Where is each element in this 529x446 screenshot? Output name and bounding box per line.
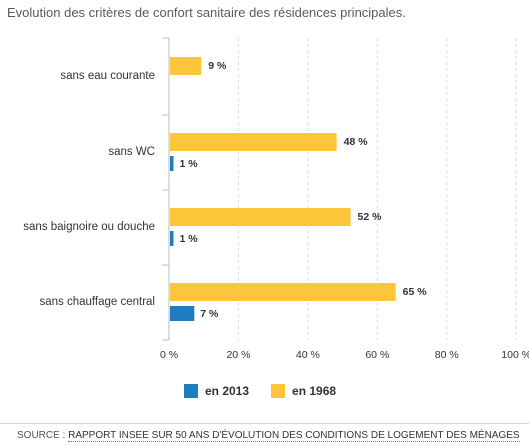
category-label-sans-eau-courante: sans eau courante [60,70,155,82]
bar-2013-sans-baignoire-ou-douche [170,231,174,246]
legend: en 2013 en 1968 [184,384,358,398]
value-label-1968-sans-baignoire-ou-douche: 52 % [358,211,383,223]
x-tick-label-2: 40 % [296,349,320,361]
category-label-sans-chauffage-central: sans chauffage central [39,296,155,308]
category-label-sans-baignoire-ou-douche: sans baignoire ou douche [23,221,155,233]
x-tick-label-0: 0 % [160,349,178,361]
x-tick-label-4: 80 % [435,349,459,361]
value-label-1968-sans-eau-courante: 9 % [208,60,227,72]
legend-swatch-2013 [184,384,198,398]
legend-item-1968[interactable]: en 1968 [271,384,336,398]
x-tick-label-3: 60 % [365,349,389,361]
value-label-2013-sans-baignoire-ou-douche: 1 % [179,233,198,245]
source-note: SOURCE : RAPPORT INSEE SUR 50 ANS D'ÉVOL… [17,430,520,442]
bar-1968-sans-wc [170,133,337,151]
value-label-2013-sans-wc: 1 % [179,158,198,170]
bar-1968-sans-chauffage-central [170,283,396,301]
value-label-2013-sans-chauffage-central: 7 % [200,308,219,320]
divider [0,423,529,424]
source-prefix: SOURCE : [17,430,69,441]
x-tick-label-1: 20 % [226,349,250,361]
legend-swatch-1968 [271,384,286,398]
bar-chart: 0 % 20 % 40 % 60 % 80 % 100 % sans eau courant… [23,37,529,361]
legend-label-2013: en 2013 [205,384,250,398]
bar-1968-sans-baignoire-ou-douche [170,208,351,226]
category-label-sans-wc: sans WC [108,146,155,158]
legend-item-2013[interactable]: en 2013 [184,384,249,398]
legend-label-1968: en 1968 [292,384,337,398]
source-link[interactable]: RAPPORT INSEE SUR 50 ANS D'ÉVOLUTION DES… [68,430,520,442]
bar-1968-sans-eau-courante [170,57,202,75]
chart-title: Evolution des critères de confort sanita… [7,5,406,20]
value-label-1968-sans-chauffage-central: 65 % [403,286,428,298]
x-tick-label-5: 100 % [501,349,529,361]
value-label-1968-sans-wc: 48 % [344,136,369,148]
bar-2013-sans-wc [170,156,174,171]
bar-2013-sans-chauffage-central [170,306,195,321]
